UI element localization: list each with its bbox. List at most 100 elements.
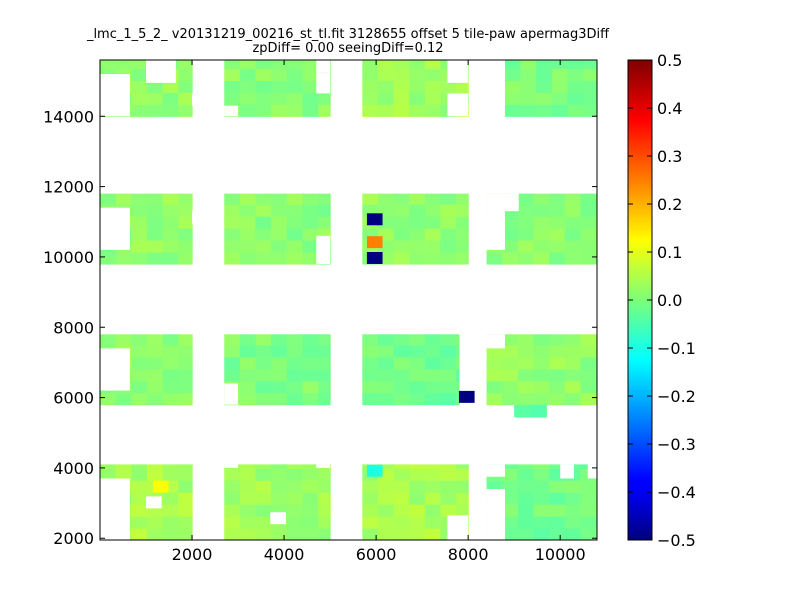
heatmap-cell [302, 193, 319, 205]
heatmap-cell [456, 468, 469, 481]
heatmap-cell-outlier [152, 480, 169, 493]
heatmap-cell [533, 368, 550, 382]
heatmap-cell [504, 104, 522, 117]
heatmap-cell [286, 528, 304, 540]
heatmap-cell [178, 80, 193, 93]
heatmap-cell [502, 228, 519, 241]
heatmap-cell [409, 252, 426, 265]
heatmap-cell [580, 240, 597, 253]
heatmap-cell [286, 204, 304, 217]
chart-title-line-1: _lmc_1_5_2_ v20131219_00216_st_tl.fit 31… [86, 27, 610, 42]
heatmap-cell [409, 392, 426, 406]
heatmap-cell [286, 240, 304, 253]
heatmap-cell [393, 480, 410, 493]
heatmap-cell [549, 228, 566, 241]
heatmap-cell [131, 392, 148, 406]
heatmap-cell [583, 92, 597, 105]
heatmap-cell [162, 104, 179, 117]
heatmap-cell [255, 193, 272, 205]
heatmap-cell [393, 60, 410, 70]
colorbar-tick-label: 0.0 [657, 291, 682, 310]
heatmap-cell [377, 356, 395, 370]
heatmap-cell [533, 392, 550, 406]
heatmap-gap [486, 464, 505, 477]
heatmap-cell [224, 356, 241, 370]
heatmap-cell [318, 516, 331, 529]
heatmap-cell [146, 204, 164, 217]
heatmap-cell [271, 334, 288, 346]
heatmap-cell [393, 334, 410, 346]
heatmap-cell [424, 104, 442, 117]
heatmap-cell [131, 240, 148, 253]
heatmap-cell [224, 252, 241, 265]
heatmap-cell [564, 204, 582, 217]
heatmap-cell [456, 240, 469, 253]
heatmap-cell [286, 60, 304, 70]
heatmap-cell [502, 368, 519, 382]
heatmap-cell [178, 252, 193, 265]
heatmap-cell [286, 104, 304, 117]
heatmap-cell [377, 516, 395, 529]
heatmap-cell [162, 80, 179, 93]
heatmap-gap [146, 60, 176, 83]
heatmap-cell [318, 468, 331, 481]
heatmap-cell [409, 504, 426, 517]
heatmap-cell [549, 504, 566, 517]
heatmap-gap [100, 207, 130, 250]
heatmap-cell [224, 60, 241, 70]
heatmap-cell [424, 480, 442, 493]
heatmap-cell [549, 516, 566, 529]
heatmap-cell [517, 193, 535, 205]
heatmap-cell [440, 380, 457, 394]
heatmap-cell [409, 516, 426, 529]
heatmap-cell [162, 368, 179, 382]
heatmap-cell [580, 528, 597, 540]
heatmap-cell [533, 334, 550, 346]
heatmap-cell [440, 492, 457, 505]
heatmap-cell [224, 334, 241, 346]
heatmap-cell [456, 356, 460, 370]
heatmap-cell [224, 68, 241, 81]
heatmap-gap [224, 105, 239, 117]
heatmap-cell [239, 528, 257, 540]
heatmap-cell [255, 492, 272, 505]
heatmap-cell [362, 368, 379, 382]
heatmap-cell [486, 368, 503, 382]
heatmap-cell [131, 480, 148, 493]
heatmap-cell [302, 528, 319, 540]
heatmap-cell [409, 80, 426, 93]
x-tick-label: 4000 [264, 545, 305, 564]
heatmap-cell [393, 252, 410, 265]
heatmap-cell [456, 344, 460, 358]
heatmap-cell [424, 516, 442, 529]
heatmap-cell [520, 60, 537, 70]
heatmap-cell [549, 368, 566, 382]
heatmap-cell [536, 104, 553, 117]
heatmap-cell [239, 516, 257, 529]
heatmap-cell [440, 356, 457, 370]
heatmap-cell [564, 380, 582, 394]
heatmap-cell [549, 193, 566, 205]
heatmap-cell [239, 216, 257, 229]
heatmap-cell [564, 356, 582, 370]
heatmap-cell [271, 344, 288, 358]
heatmap-cell [286, 368, 304, 382]
heatmap-cell [178, 356, 193, 370]
heatmap-cell [271, 104, 288, 117]
heatmap-cell [162, 528, 179, 540]
heatmap-cell-outlier [366, 252, 383, 264]
heatmap-cell [146, 516, 164, 529]
heatmap-cell [456, 492, 469, 505]
heatmap-cell [286, 252, 304, 265]
heatmap-cell [255, 392, 272, 406]
heatmap-cell [533, 468, 550, 481]
heatmap-cell [271, 528, 288, 540]
heatmap-cell [131, 344, 148, 358]
heatmap-cell [362, 392, 379, 406]
heatmap-cell [131, 528, 148, 540]
heatmap-cell [393, 92, 410, 105]
heatmap-cell [178, 193, 193, 205]
heatmap-cell [377, 344, 395, 358]
heatmap-cell [409, 492, 426, 505]
heatmap-cell [377, 104, 395, 117]
